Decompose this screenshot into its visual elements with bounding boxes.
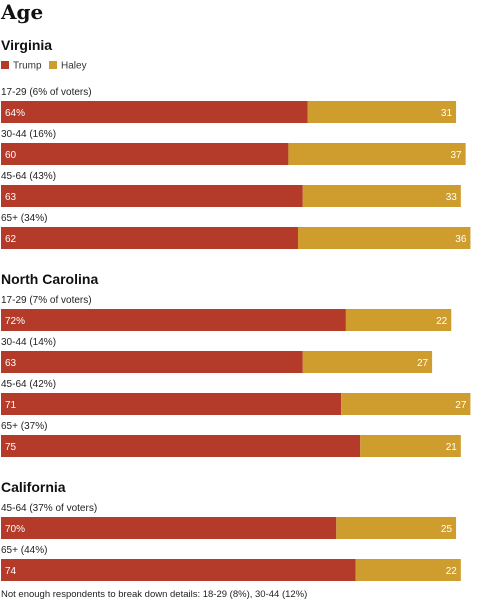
row-label: 30-44 (16%) (1, 129, 56, 140)
bar-value-haley: 22 (446, 566, 458, 577)
bar-value-trump: 70% (5, 524, 25, 535)
bar-trump (1, 393, 342, 415)
bar-haley (360, 435, 461, 457)
legend-swatch-trump (1, 61, 9, 69)
bar-value-trump: 64% (5, 108, 25, 119)
bar-value-haley: 36 (455, 234, 467, 245)
bar-haley (288, 143, 466, 165)
bar-value-haley: 37 (451, 150, 463, 161)
state-title: North Carolina (1, 271, 98, 287)
bar-trump (1, 185, 303, 207)
bar-value-haley: 31 (441, 108, 453, 119)
row-label: 17-29 (7% of voters) (1, 295, 92, 306)
bar-value-trump: 74 (5, 566, 17, 577)
state-title: California (1, 479, 66, 495)
row-label: 30-44 (14%) (1, 337, 56, 348)
bar-value-trump: 63 (5, 358, 17, 369)
bar-value-trump: 75 (5, 442, 17, 453)
bar-haley (345, 309, 452, 331)
bar-value-haley: 33 (446, 192, 458, 203)
bar-haley (302, 185, 461, 207)
bar-value-haley: 27 (455, 400, 467, 411)
bar-value-trump: 72% (5, 316, 25, 327)
bar-haley (307, 101, 457, 123)
row-label: 45-64 (43%) (1, 171, 56, 182)
legend-label-haley: Haley (61, 61, 87, 72)
bar-trump (1, 309, 346, 331)
state-california: California 45-64 (37% of voters) 70% 25 65+ … (1, 479, 461, 581)
bar-trump (1, 227, 298, 249)
bar-value-haley: 21 (446, 442, 458, 453)
bar-trump (1, 101, 308, 123)
row-label: 65+ (34%) (1, 213, 47, 224)
row-label: 45-64 (42%) (1, 379, 56, 390)
row-label: 17-29 (6% of voters) (1, 87, 92, 98)
bar-value-haley: 27 (417, 358, 429, 369)
bar-value-haley: 22 (436, 316, 448, 327)
row-label: 65+ (44%) (1, 545, 47, 556)
legend-swatch-haley (49, 61, 57, 69)
bar-value-trump: 71 (5, 400, 17, 411)
bar-haley (302, 351, 433, 373)
bar-value-trump: 60 (5, 150, 17, 161)
bar-value-trump: 62 (5, 234, 17, 245)
bar-haley (341, 393, 471, 415)
bar-trump (1, 517, 337, 539)
legend-label-trump: Trump (13, 61, 42, 72)
bar-haley (297, 227, 471, 249)
state-groups: Virginia 17-29 (6% of voters) 64% 31 30-44 (… (1, 37, 471, 581)
state-virginia: Virginia 17-29 (6% of voters) 64% 31 30-44 (… (1, 37, 471, 249)
legend: Trump Haley (1, 61, 87, 72)
chart-title: Age (0, 0, 43, 24)
bar-haley (355, 559, 461, 581)
bar-trump (1, 351, 303, 373)
state-north-carolina: North Carolina 17-29 (7% of voters) 72% 22 3… (1, 271, 471, 457)
state-title: Virginia (1, 37, 52, 53)
bar-haley (336, 517, 457, 539)
bar-value-haley: 25 (441, 524, 453, 535)
bar-trump (1, 559, 356, 581)
bar-trump (1, 143, 289, 165)
row-label: 45-64 (37% of voters) (1, 503, 97, 514)
bar-value-trump: 63 (5, 192, 17, 203)
bar-trump (1, 435, 361, 457)
footnote: Not enough respondents to break down det… (1, 589, 307, 600)
row-label: 65+ (37%) (1, 421, 47, 432)
